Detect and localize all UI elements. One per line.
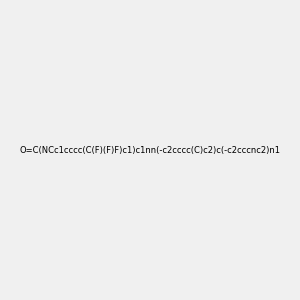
Text: O=C(NCc1cccc(C(F)(F)F)c1)c1nn(-c2cccc(C)c2)c(-c2cccnc2)n1: O=C(NCc1cccc(C(F)(F)F)c1)c1nn(-c2cccc(C)… [20, 146, 281, 154]
